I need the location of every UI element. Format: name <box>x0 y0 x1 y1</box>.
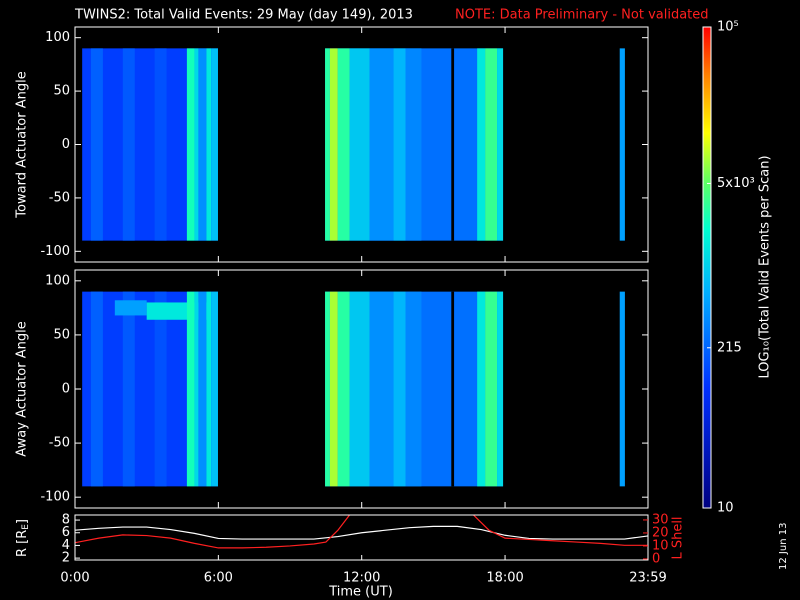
colorbar-tick-label: 215 <box>717 340 742 355</box>
chart-title: TWINS2: Total Valid Events: 29 May (day … <box>74 8 413 23</box>
spectrogram-cell <box>393 291 406 487</box>
spectrogram-cell <box>186 48 195 241</box>
spectrogram-cell <box>154 291 167 487</box>
spectrogram-cell <box>198 291 207 487</box>
y-tick-label: 4 <box>62 538 70 553</box>
spectrogram-cell <box>122 48 135 241</box>
colorbar-label: LOG₁₀(Total Valid Events per Scan) <box>758 155 773 378</box>
spectrogram-cell <box>349 291 370 487</box>
y-tick-label: -50 <box>49 436 70 451</box>
date-stamp: 12 Jun 13 <box>778 523 789 570</box>
spectrogram-cell <box>619 291 625 487</box>
spectrogram-cell <box>194 48 199 241</box>
orbit-y-label: R [RE] <box>15 519 31 557</box>
y-tick-label: 0 <box>62 382 70 397</box>
y-tick-label: 6 <box>62 525 70 540</box>
y-tick-label: 2 <box>62 551 70 566</box>
spectrogram-cell <box>497 48 504 241</box>
spectrogram-cell <box>485 48 498 241</box>
spectrogram-cell <box>122 291 135 487</box>
spectrogram-cell <box>337 48 350 241</box>
orbit-y2-label: L Shell <box>671 516 686 559</box>
y-axis-label: Toward Actuator Angle <box>15 71 30 218</box>
spectrogram-cell <box>477 291 486 487</box>
y-tick-label: 50 <box>53 327 70 342</box>
y-tick-label: 100 <box>45 30 70 45</box>
spectrogram-cell <box>186 291 195 487</box>
x-tick-label: 23:59 <box>629 571 666 586</box>
y-tick-label: 50 <box>53 84 70 99</box>
spectrogram-cell <box>325 48 330 241</box>
spectrogram-cell <box>325 291 330 487</box>
colorbar-tick-label: 5x10³ <box>717 176 755 191</box>
orbit-line <box>75 525 648 540</box>
y2-tick-label: 10 <box>652 538 669 553</box>
y-axis-label: Away Actuator Angle <box>15 321 30 456</box>
colorbar-tick-label: 10 <box>717 501 734 516</box>
label-sub: E <box>21 524 31 530</box>
spectrogram-cell <box>349 48 370 241</box>
note: NOTE: Data Preliminary - Not validated <box>455 8 709 23</box>
spectrogram-cell <box>211 48 218 241</box>
spectrogram-cell <box>619 48 625 241</box>
spectrogram-cell <box>198 48 207 241</box>
spectrogram-cell <box>369 291 394 487</box>
label-part: R [R <box>15 530 30 557</box>
spectrogram-cell <box>393 48 406 241</box>
y2-tick-label: 20 <box>652 525 669 540</box>
spectrogram-cell <box>369 48 394 241</box>
spectrogram-cell <box>451 291 455 487</box>
x-tick-label: 12:00 <box>343 571 380 586</box>
x-axis-label: Time (UT) <box>328 585 393 600</box>
spectrogram-cell <box>154 48 167 241</box>
spectrogram-cell <box>211 291 218 487</box>
spectrogram-cell <box>206 48 212 241</box>
spectrogram-cell <box>329 291 338 487</box>
y-tick-label: 8 <box>62 513 70 528</box>
colorbar-tick-label: 10⁵ <box>717 20 739 35</box>
y-tick-label: 100 <box>45 273 70 288</box>
x-tick-label: 18:00 <box>486 571 523 586</box>
spectrogram-cell <box>206 291 212 487</box>
spectrogram-cell <box>485 291 498 487</box>
orbit-lines <box>75 515 648 549</box>
x-tick-label: 0:00 <box>60 571 89 586</box>
spectrogram-cell <box>477 48 486 241</box>
spectrogram-cell <box>405 48 422 241</box>
spectrogram-cell <box>497 291 504 487</box>
spectrogram-cell <box>337 291 350 487</box>
y-tick-label: -50 <box>49 190 70 205</box>
spectrogram-cell <box>114 300 147 316</box>
orbit-line <box>75 515 648 549</box>
y-tick-label: 0 <box>62 137 70 152</box>
y-tick-label: -100 <box>40 244 70 259</box>
y2-tick-label: 30 <box>652 512 669 527</box>
spectrogram-cell <box>451 48 455 241</box>
y-tick-label: -100 <box>40 490 70 505</box>
spectrogram-cell <box>90 291 103 487</box>
spectrogram-cell <box>194 291 199 487</box>
spectrogram-cell <box>329 48 338 241</box>
label-part: ] <box>15 519 30 524</box>
colorbar <box>702 26 712 509</box>
y2-tick-label: 0 <box>652 551 660 566</box>
x-tick-label: 6:00 <box>204 571 233 586</box>
spectrogram-cell <box>90 48 103 241</box>
spectrogram-cell <box>405 291 422 487</box>
